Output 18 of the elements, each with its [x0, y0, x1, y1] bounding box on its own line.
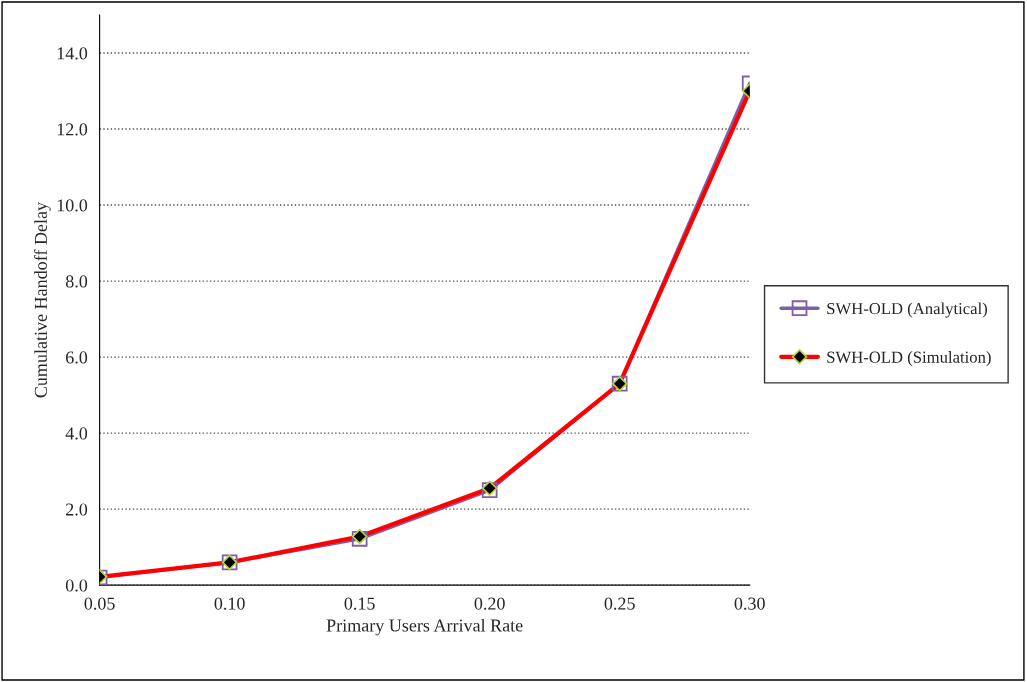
y-tick-label: 6.0: [66, 351, 88, 364]
y-tick-label: 4.0: [65, 427, 88, 440]
x-tick-label: 0.10: [214, 597, 245, 610]
x-tick-label: 0.05: [84, 597, 115, 610]
y-axis-title: Cumulative Handoff Delay: [34, 202, 51, 398]
legend-label: SWH-OLD (Analytical): [827, 302, 987, 318]
y-tick-label: 0.0: [65, 579, 88, 592]
y-tick-label: 8.0: [65, 275, 88, 288]
x-tick-label: 0.25: [604, 597, 635, 610]
x-axis-title: Primary Users Arrival Rate: [326, 618, 523, 636]
x-tick-label: 0.20: [474, 597, 505, 610]
y-tick-label: 2.0: [66, 503, 88, 516]
x-tick-label: 0.15: [344, 597, 375, 610]
x-tick-label: 0.30: [734, 597, 765, 610]
legend-label: SWH-OLD (Simulation): [827, 351, 991, 367]
y-tick-label: 12.0: [57, 123, 88, 136]
y-tick-label: 14.0: [57, 47, 88, 60]
y-tick-label: 10.0: [57, 199, 88, 212]
